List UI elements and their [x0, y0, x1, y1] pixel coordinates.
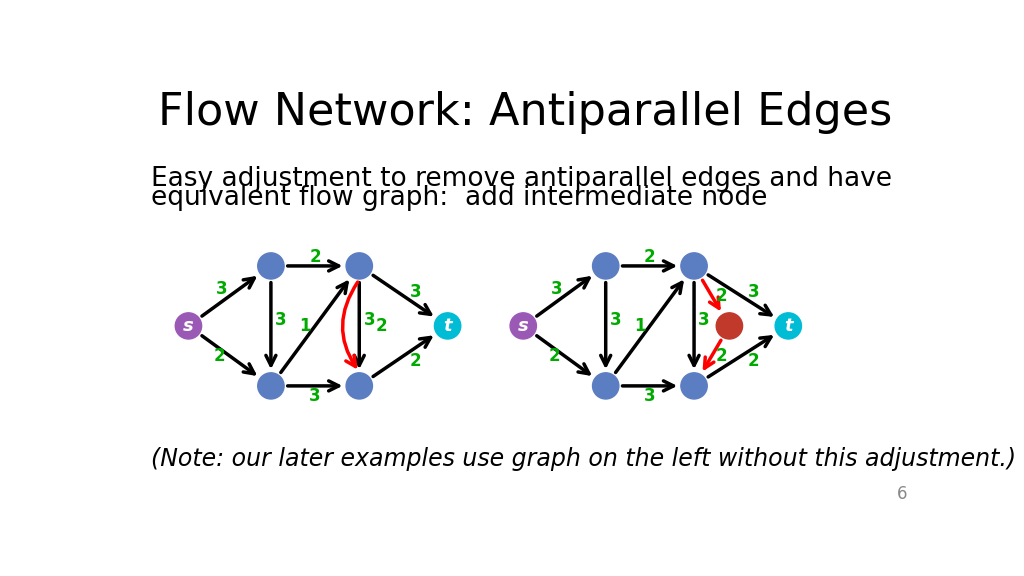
- FancyArrowPatch shape: [343, 282, 357, 366]
- Circle shape: [681, 253, 708, 279]
- Text: 6: 6: [896, 486, 907, 503]
- Circle shape: [593, 373, 618, 399]
- Text: 2: 2: [410, 353, 422, 370]
- Text: t: t: [784, 317, 793, 335]
- Circle shape: [775, 313, 802, 339]
- Text: Flow Network: Antiparallel Edges: Flow Network: Antiparallel Edges: [158, 90, 892, 134]
- Circle shape: [681, 373, 708, 399]
- Text: 3: 3: [644, 387, 655, 405]
- Text: 2: 2: [309, 248, 321, 267]
- Circle shape: [593, 253, 618, 279]
- Text: equivalent flow graph:  add intermediate node: equivalent flow graph: add intermediate …: [152, 185, 768, 211]
- Text: 3: 3: [610, 311, 622, 329]
- Text: s: s: [518, 317, 528, 335]
- Text: 2: 2: [549, 347, 560, 365]
- Text: Easy adjustment to remove antiparallel edges and have: Easy adjustment to remove antiparallel e…: [152, 166, 892, 192]
- Text: 3: 3: [410, 283, 422, 301]
- Circle shape: [258, 373, 284, 399]
- Circle shape: [258, 253, 284, 279]
- Text: 1: 1: [299, 317, 310, 335]
- Text: 2: 2: [748, 353, 760, 370]
- Text: 3: 3: [309, 387, 321, 405]
- Text: 2: 2: [214, 347, 225, 365]
- Text: 3: 3: [551, 280, 562, 298]
- Text: 3: 3: [698, 311, 710, 329]
- Circle shape: [346, 253, 373, 279]
- Circle shape: [434, 313, 461, 339]
- Circle shape: [716, 313, 742, 339]
- Text: t: t: [443, 317, 452, 335]
- Text: 2: 2: [375, 317, 387, 335]
- Text: s: s: [183, 317, 194, 335]
- Text: 3: 3: [275, 311, 287, 329]
- Text: 1: 1: [634, 317, 645, 335]
- Text: 3: 3: [364, 311, 375, 329]
- Text: 3: 3: [748, 283, 760, 301]
- Circle shape: [510, 313, 537, 339]
- Text: 2: 2: [644, 248, 655, 267]
- Circle shape: [175, 313, 202, 339]
- Text: 2: 2: [716, 347, 728, 365]
- Text: (Note: our later examples use graph on the left without this adjustment.): (Note: our later examples use graph on t…: [152, 447, 1017, 471]
- Text: 3: 3: [216, 280, 227, 298]
- Circle shape: [346, 373, 373, 399]
- Text: 2: 2: [716, 287, 728, 305]
